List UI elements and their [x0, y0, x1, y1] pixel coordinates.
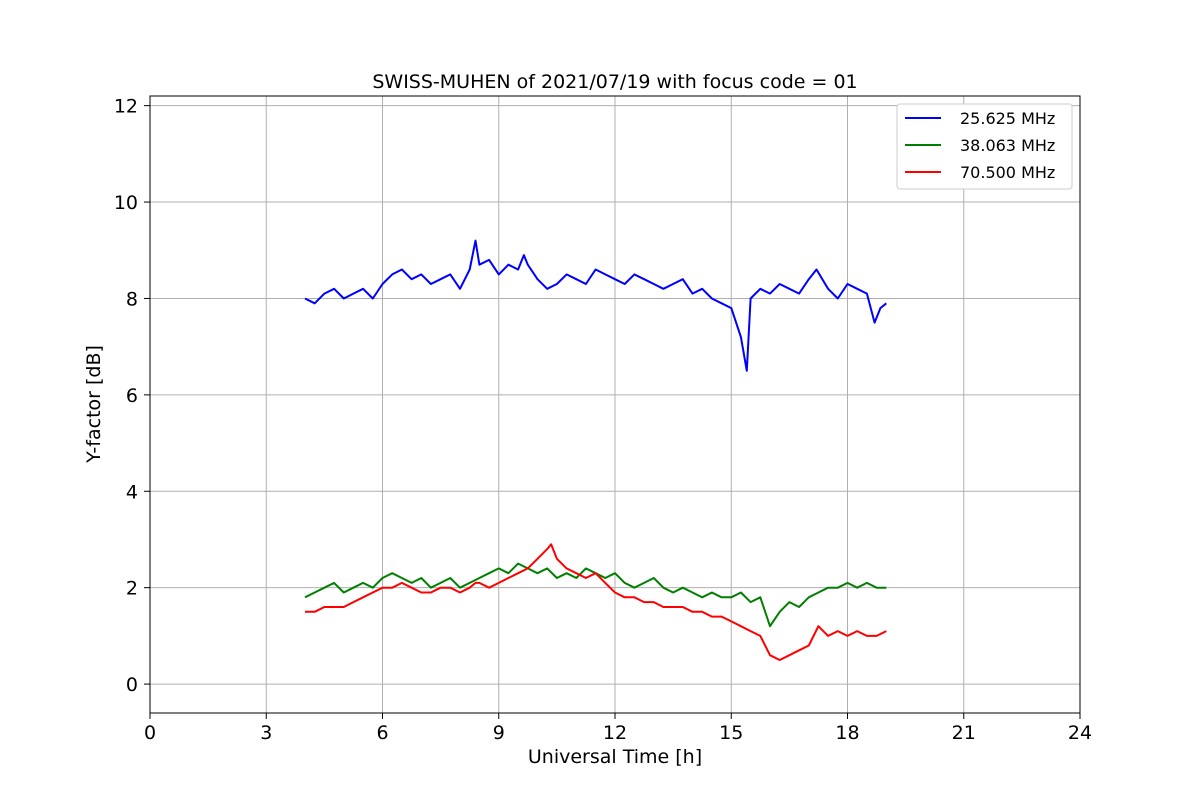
x-axis: 0 3 6 9 12 15 18 21 24 — [144, 713, 1092, 744]
legend-label-series-1: 38.063 MHz — [960, 136, 1055, 155]
x-axis-label: Universal Time [h] — [528, 746, 702, 768]
y-tick-label: 4 — [126, 481, 138, 503]
y-axis: 0 2 4 6 8 10 12 — [114, 96, 150, 696]
x-tick-label: 9 — [493, 722, 505, 744]
series-line-0 — [304, 239, 887, 372]
legend-label-series-2: 70.500 MHz — [960, 163, 1055, 182]
series-layer — [304, 239, 887, 661]
legend-label-series-0: 25.625 MHz — [960, 109, 1055, 128]
x-tick-label: 15 — [719, 722, 743, 744]
y-tick-label: 0 — [126, 674, 138, 696]
x-tick-label: 24 — [1068, 722, 1092, 744]
x-tick-label: 12 — [603, 722, 627, 744]
legend: 25.625 MHz 38.063 MHz 70.500 MHz — [896, 103, 1073, 190]
x-tick-label: 21 — [952, 722, 976, 744]
y-axis-label: Y-factor [dB] — [83, 345, 105, 464]
chart-title: SWISS-MUHEN of 2021/07/19 with focus cod… — [372, 71, 857, 93]
x-tick-label: 3 — [260, 722, 272, 744]
x-tick-label: 6 — [376, 722, 388, 744]
y-tick-label: 8 — [126, 288, 138, 310]
x-tick-label: 18 — [835, 722, 859, 744]
series-line-2 — [305, 543, 887, 661]
y-tick-label: 10 — [114, 192, 138, 214]
x-tick-label: 0 — [144, 722, 156, 744]
y-tick-label: 6 — [126, 385, 138, 407]
legend-box — [896, 103, 1073, 190]
y-tick-label: 2 — [126, 578, 138, 600]
y-tick-label: 12 — [114, 96, 138, 118]
